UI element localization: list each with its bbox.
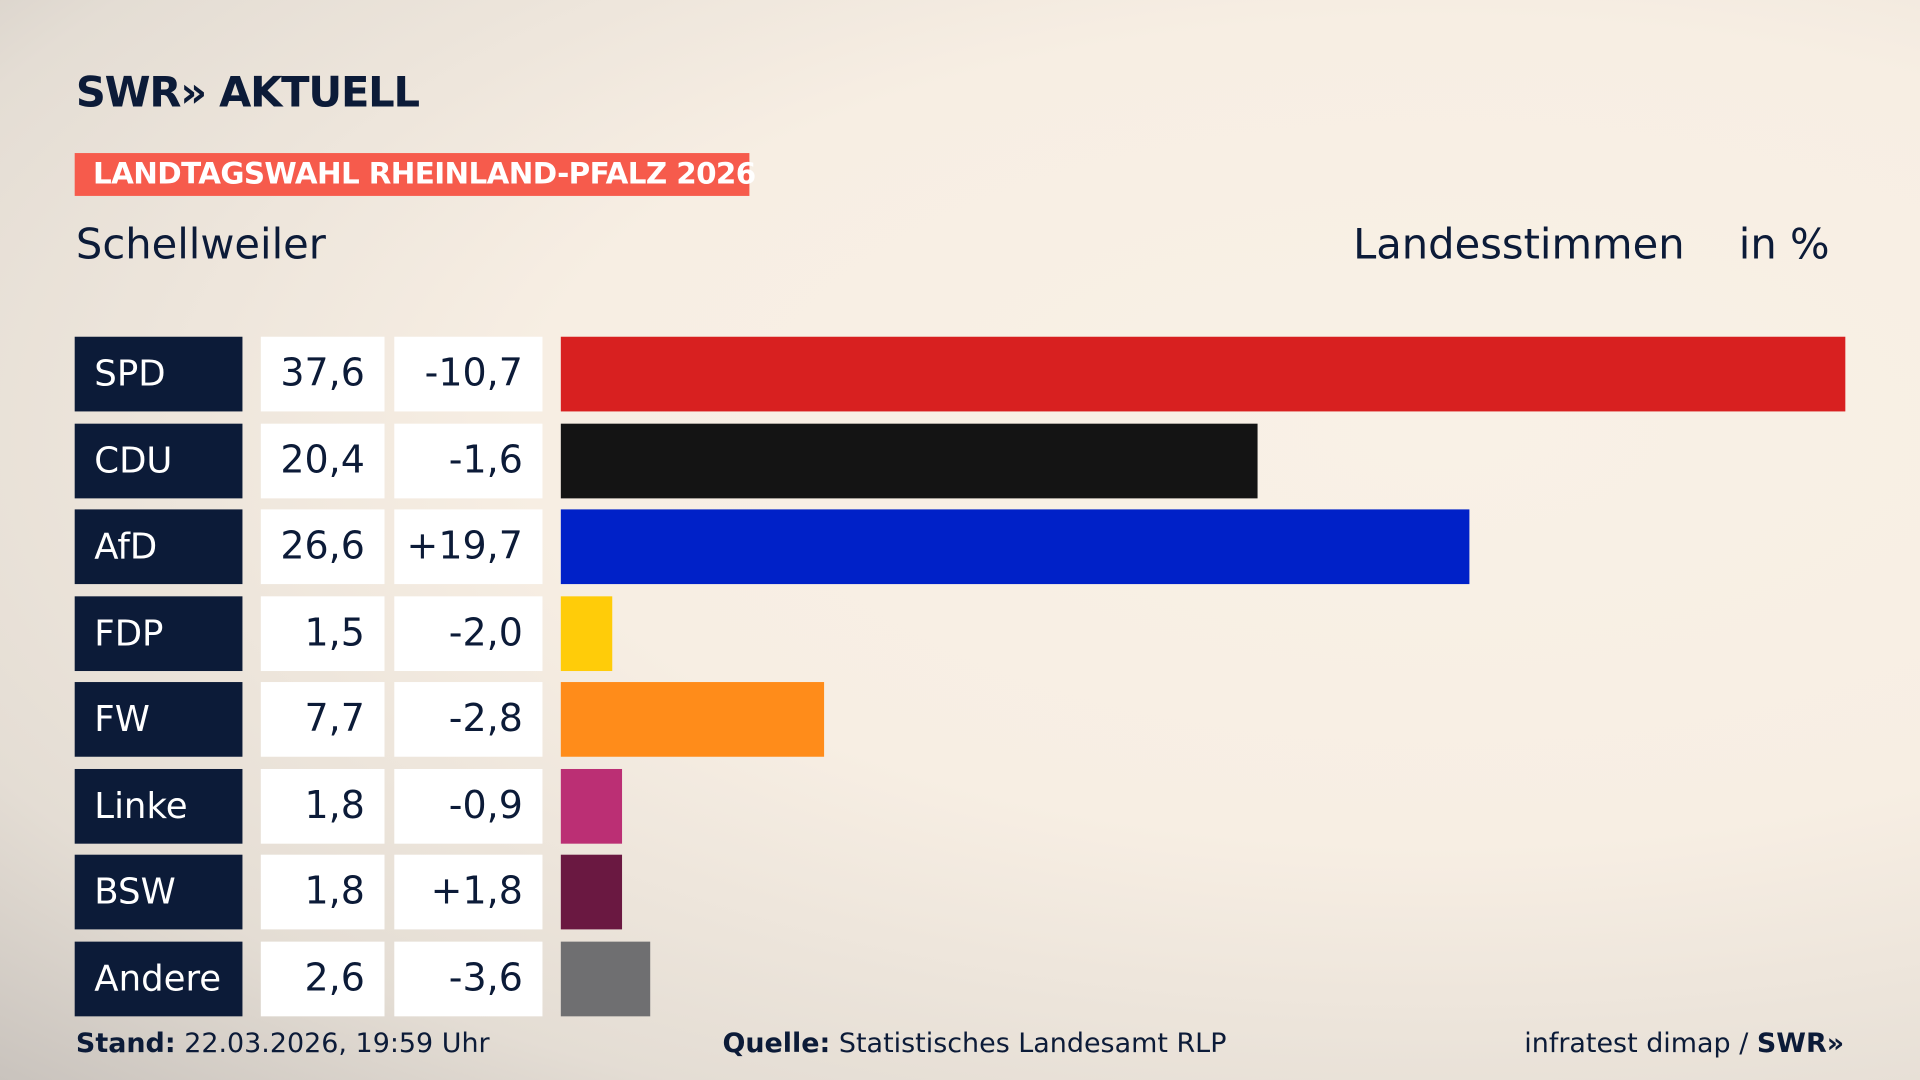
- bar-fdp: [560, 595, 613, 671]
- value-label: 1,8: [260, 854, 385, 930]
- bar-andere: [560, 941, 650, 1016]
- metric-label: Landesstimmen: [1353, 220, 1685, 270]
- credit: infratest dimap / SWR»: [1524, 1028, 1845, 1060]
- value-label: 20,4: [260, 423, 385, 498]
- bar-linke: [560, 768, 623, 844]
- value-label: 1,8: [260, 768, 385, 844]
- bar-bsw: [560, 854, 623, 930]
- diff-label: -2,8: [394, 682, 543, 757]
- party-label: CDU: [74, 423, 243, 498]
- party-label: Andere: [74, 941, 243, 1016]
- diff-label: +19,7: [394, 509, 543, 585]
- party-label: FDP: [74, 595, 243, 671]
- diff-label: +1,8: [394, 854, 543, 930]
- bar-fw: [560, 682, 824, 757]
- party-label: SPD: [74, 336, 243, 412]
- diff-label: -0,9: [394, 768, 543, 844]
- swr-logo: SWR»: [1756, 1028, 1845, 1060]
- value-label: 26,6: [260, 509, 385, 585]
- value-label: 2,6: [260, 941, 385, 1016]
- timestamp: Stand: 22.03.2026, 19:59 Uhr: [75, 1028, 490, 1060]
- bar-cdu: [560, 423, 1258, 498]
- swr-aktuell-logo: SWR» AKTUELL: [75, 68, 420, 118]
- bar-spd: [560, 336, 1846, 412]
- source: Quelle: Statistisches Landesamt RLP: [722, 1028, 1227, 1060]
- place-title: Schellweiler: [75, 220, 326, 270]
- value-label: 1,5: [260, 595, 385, 671]
- value-label: 37,6: [260, 336, 385, 412]
- party-label: Linke: [74, 768, 243, 844]
- election-banner: LANDTAGSWAHL RHEINLAND-PFALZ 2026: [74, 153, 756, 196]
- party-label: BSW: [74, 854, 243, 930]
- diff-label: -1,6: [394, 423, 543, 498]
- diff-label: -3,6: [394, 941, 543, 1016]
- bar-afd: [560, 509, 1470, 585]
- party-label: FW: [74, 682, 243, 757]
- diff-label: -2,0: [394, 595, 543, 671]
- unit-label: in %: [1738, 220, 1830, 270]
- party-label: AfD: [74, 509, 243, 585]
- value-label: 7,7: [260, 682, 385, 757]
- diff-label: -10,7: [394, 336, 543, 412]
